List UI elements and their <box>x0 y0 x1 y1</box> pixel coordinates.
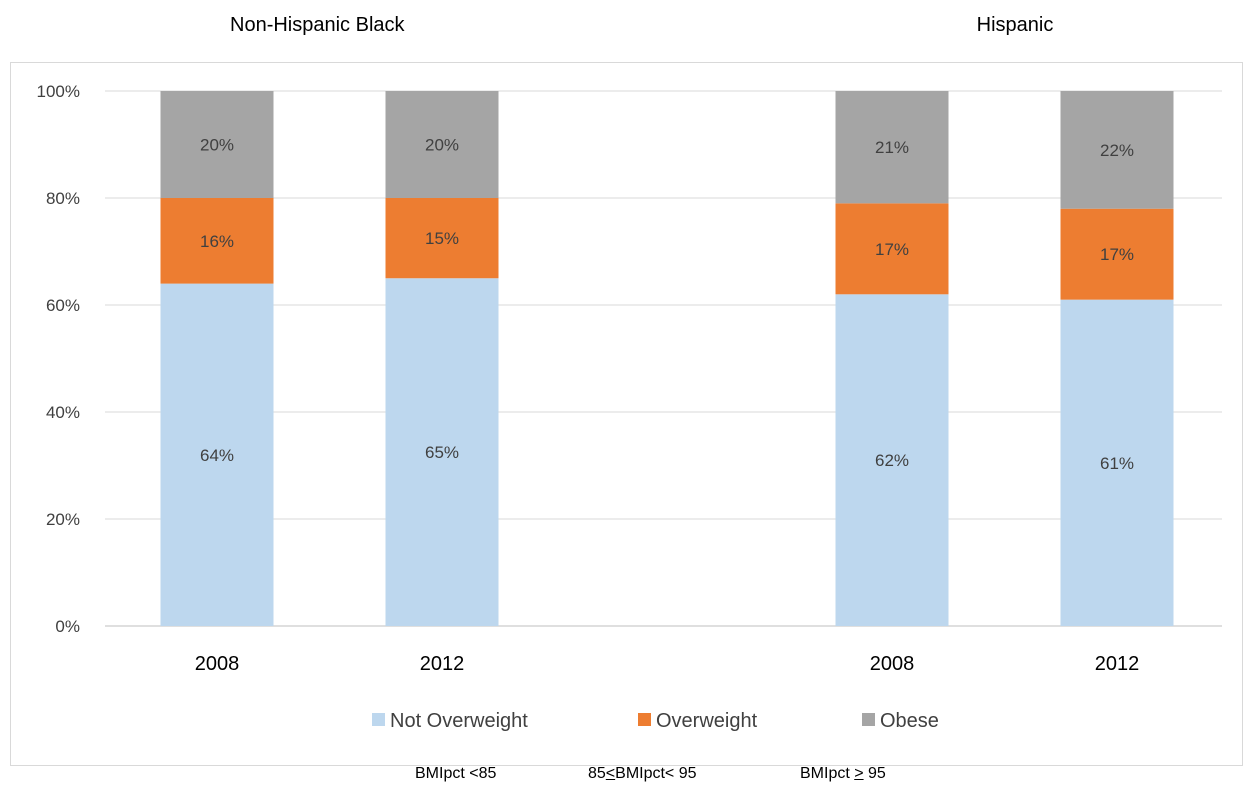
bar-segment <box>385 198 499 279</box>
x-tick-label: 2008 <box>195 653 240 675</box>
data-label: 22% <box>1100 141 1134 160</box>
y-tick-label: 0% <box>55 617 80 636</box>
y-tick-label: 60% <box>46 296 80 315</box>
bar-segment <box>1060 208 1174 300</box>
group-title-hispanic: Hispanic <box>976 14 1054 36</box>
data-label: 20% <box>425 136 459 155</box>
bar-segment <box>835 91 949 204</box>
legend-label: Not Overweight <box>390 710 528 732</box>
bar-segment <box>385 278 499 626</box>
bar-segment <box>1060 91 1174 209</box>
y-tick-label: 20% <box>46 510 80 529</box>
data-label: 17% <box>875 240 909 259</box>
bar-segment <box>160 198 274 284</box>
footnote-overweight: 85<BMIpct< 95 <box>588 765 697 783</box>
legend-label: Obese <box>880 710 939 732</box>
footnote-overweight-pre: 85 <box>588 765 606 782</box>
data-label: 65% <box>425 443 459 462</box>
legend-swatch <box>372 713 385 726</box>
x-tick-label: 2012 <box>1095 653 1140 675</box>
data-label: 16% <box>200 232 234 251</box>
footnote-overweight-symbol: < <box>605 765 616 782</box>
data-label: 17% <box>1100 245 1134 264</box>
bar-segment <box>385 91 499 198</box>
legend-swatch <box>862 713 875 726</box>
data-label: 61% <box>1100 454 1134 473</box>
group-title-non-hispanic-black: Non-Hispanic Black <box>230 14 405 36</box>
bar-segment <box>160 91 274 198</box>
y-tick-label: 80% <box>46 189 80 208</box>
bar-segment <box>160 283 274 626</box>
data-label: 20% <box>200 136 234 155</box>
footnote-overweight-post: BMIpct< 95 <box>615 765 697 782</box>
footnote-obese-post: 95 <box>863 765 886 782</box>
footnote-obese-pre: BMIpct <box>800 765 855 782</box>
x-tick-label: 2012 <box>420 653 465 675</box>
footnote-not-overweight: BMIpct <85 <box>415 765 497 782</box>
x-tick-label: 2008 <box>870 653 915 675</box>
footnote-obese: BMIpct > 95 <box>800 765 886 783</box>
data-label: 64% <box>200 446 234 465</box>
bar-segment <box>835 294 949 626</box>
y-tick-label: 40% <box>46 403 80 422</box>
legend-swatch <box>638 713 651 726</box>
data-label: 62% <box>875 451 909 470</box>
legend-label: Overweight <box>656 710 758 732</box>
data-label: 15% <box>425 229 459 248</box>
footnote-obese-symbol: > <box>854 765 864 782</box>
bar-segment <box>835 203 949 295</box>
bar-segment <box>1060 299 1174 626</box>
data-label: 21% <box>875 138 909 157</box>
y-tick-label: 100% <box>37 82 80 101</box>
